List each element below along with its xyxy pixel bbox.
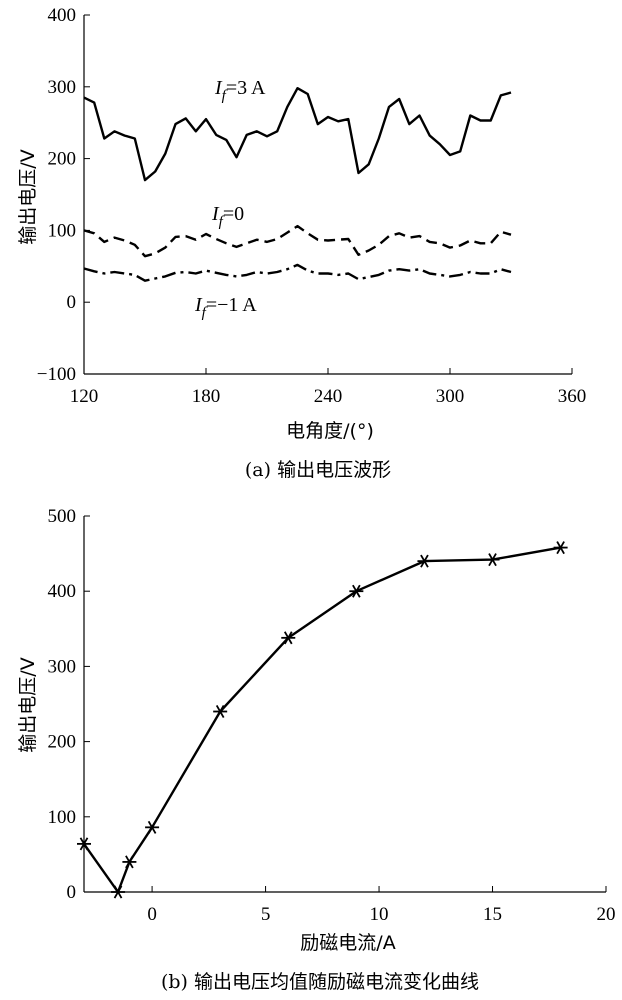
panel-b-y-tick-label: 100	[48, 807, 77, 828]
panel-a-axes	[83, 14, 573, 375]
panel-a-series-label-2: If=−1 A	[194, 294, 257, 321]
panel-b-y-tick-label: 200	[48, 732, 77, 753]
panel-a-x-tick-label: 180	[192, 386, 221, 407]
panel-a-series-line-1	[83, 224, 512, 258]
panel-a-x-tick-labels: 120 180 240 300 360	[70, 386, 587, 407]
panel-b-x-tick-labels: 0 5 10 15 20	[147, 904, 615, 925]
panel-b-data-point	[122, 855, 137, 869]
panel-b-x-tick-label: 15	[483, 904, 502, 925]
panel-b-x-axis-label: 励磁电流/A	[300, 932, 395, 954]
panel-a-chart: −100 0 100 200 300 400 120 180 240 300 360 If=3 A…	[17, 5, 586, 481]
panel-a-x-tick-label: 120	[70, 386, 99, 407]
panel-b-data-point	[213, 705, 228, 719]
panel-b-y-axis-label: 输出电压/V	[17, 657, 39, 752]
panel-b-series	[77, 541, 568, 899]
panel-b-y-tick-label: 500	[48, 506, 77, 527]
panel-a-caption: (a) 输出电压波形	[245, 459, 391, 481]
panel-b-y-tick-label: 400	[48, 581, 77, 602]
panel-b-data-point	[281, 631, 296, 645]
panel-b-data-point	[417, 554, 432, 568]
panel-b-data-point	[145, 820, 160, 834]
panel-b-data-point	[111, 885, 126, 899]
panel-b-caption: (b) 输出电压均值随励磁电流变化曲线	[161, 971, 479, 993]
panel-a-y-tick-label: 0	[67, 292, 77, 313]
panel-b-data-point	[77, 837, 91, 851]
panel-b-data-point	[553, 541, 568, 555]
panel-a-series-labels: If=3 A If=0 If=−1 A	[194, 77, 266, 321]
panel-a-series-line-2	[83, 263, 512, 282]
panel-a-series	[83, 86, 512, 282]
panel-b-axes	[83, 515, 607, 893]
panel-a-y-tick-label: 100	[48, 220, 77, 241]
panel-a-x-axis-label: 电角度/(°)	[286, 420, 374, 442]
panel-a-x-tick-label: 300	[436, 386, 465, 407]
panel-b-x-tick-label: 5	[261, 904, 271, 925]
panel-a-y-tick-label: −100	[37, 364, 76, 385]
panel-b-data-point	[485, 553, 500, 567]
panel-b-x-tick-label: 20	[597, 904, 616, 925]
panel-a-y-tick-labels: −100 0 100 200 300 400	[37, 5, 76, 385]
panel-a-series-line-0	[83, 86, 512, 182]
panel-b-y-tick-label: 300	[48, 656, 77, 677]
panel-b-y-tick-labels: 0 100 200 300 400 500	[48, 506, 77, 903]
panel-b-data-point	[349, 584, 364, 598]
panel-a-series-label-0: If=3 A	[214, 77, 266, 104]
panel-a-y-tick-label: 400	[48, 5, 77, 26]
panel-a-y-tick-label: 300	[48, 77, 77, 98]
panel-b-y-tick-label: 0	[67, 882, 77, 903]
panel-b-series-line	[83, 546, 561, 894]
panel-a-x-tick-label: 240	[314, 386, 343, 407]
panel-a-y-axis-label: 输出电压/V	[17, 149, 39, 244]
panel-b-x-tick-label: 0	[147, 904, 157, 925]
panel-b-x-tick-label: 10	[370, 904, 389, 925]
panel-a-series-label-1: If=0	[211, 203, 244, 230]
panel-a-x-tick-label: 360	[558, 386, 587, 407]
panel-a-y-tick-label: 200	[48, 149, 77, 170]
